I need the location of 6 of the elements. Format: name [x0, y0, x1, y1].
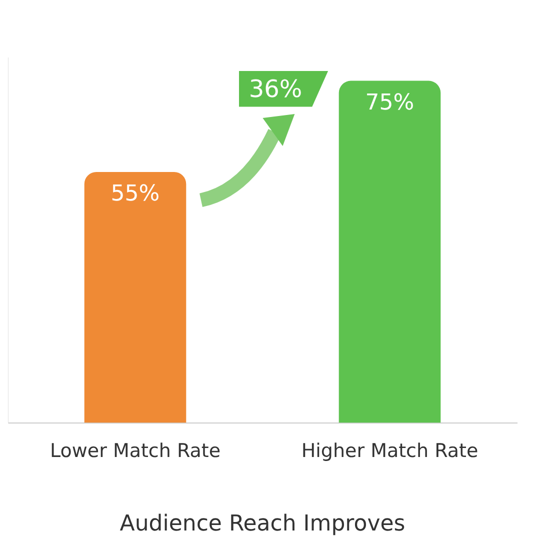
- data-label: 75%: [365, 90, 414, 116]
- annotation: 36%: [238, 70, 328, 107]
- x-axis-title: Audience Reach Improves: [120, 512, 406, 537]
- data-label: 55%: [110, 182, 160, 207]
- x-tick-label: Higher Match Rate: [301, 440, 478, 462]
- x-tick-label: Lower Match Rate: [50, 440, 221, 462]
